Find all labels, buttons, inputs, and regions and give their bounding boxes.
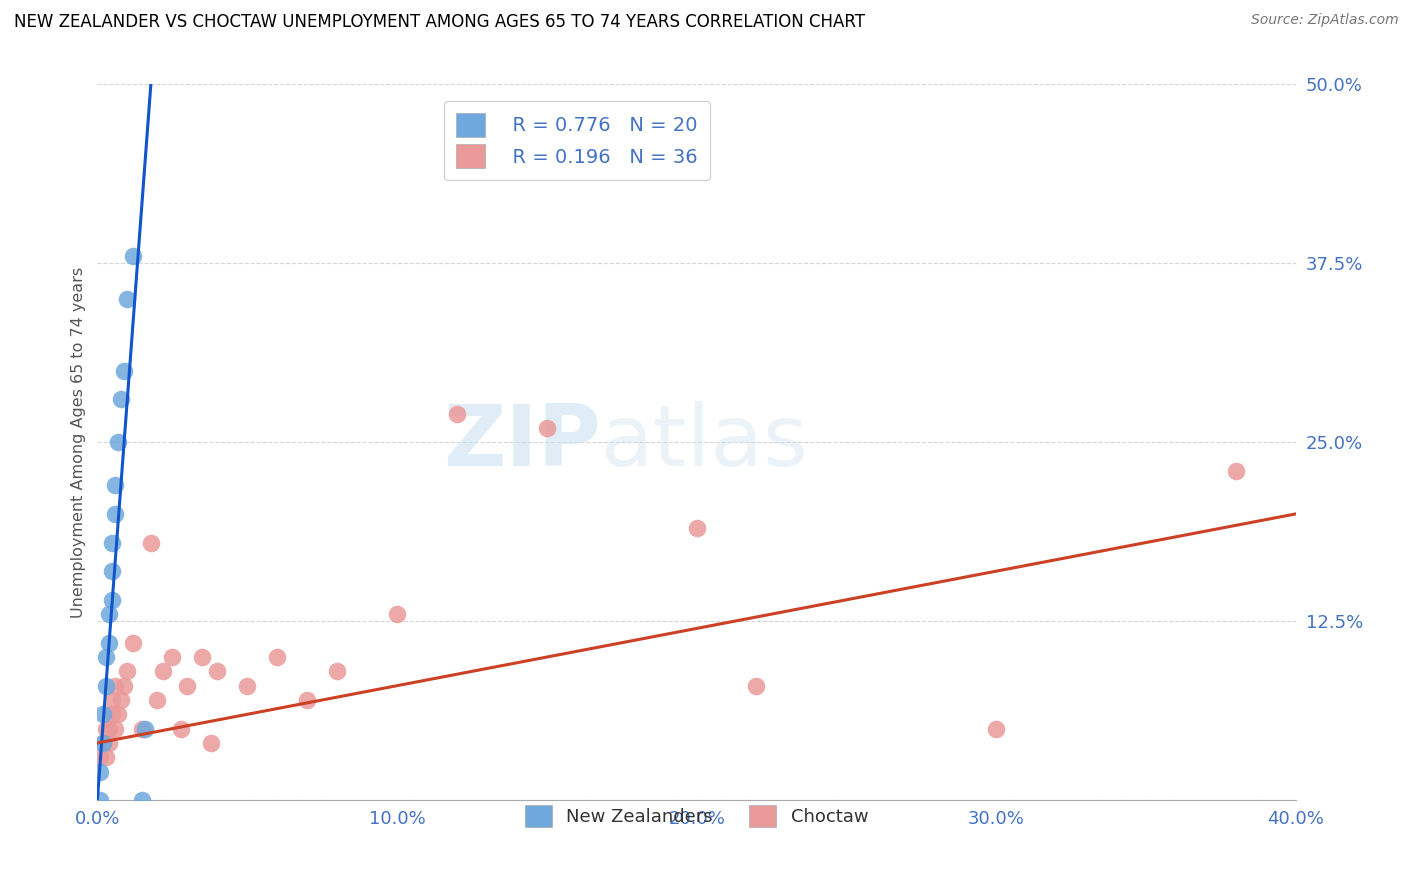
Point (104, 722, 127, 736)
Point (236, 679, 259, 693)
Point (385, 607, 408, 621)
Text: NEW ZEALANDER VS CHOCTAW UNEMPLOYMENT AMONG AGES 65 TO 74 YEARS CORRELATION CHAR: NEW ZEALANDER VS CHOCTAW UNEMPLOYMENT AM… (14, 13, 865, 31)
Text: atlas: atlas (600, 401, 808, 483)
Point (117, 665, 139, 679)
Point (96, 679, 118, 693)
Point (89, 764, 111, 779)
Legend: New Zealanders, Choctaw: New Zealanders, Choctaw (517, 797, 876, 834)
Point (112, 679, 135, 693)
Point (162, 650, 184, 665)
Point (205, 665, 228, 679)
Point (326, 665, 349, 679)
Point (89, 750, 111, 764)
Point (117, 292, 139, 306)
Point (101, 535, 124, 549)
Point (986, 722, 1008, 736)
Point (122, 249, 145, 263)
Point (101, 707, 124, 722)
Y-axis label: Unemployment Among Ages 65 to 74 years: Unemployment Among Ages 65 to 74 years (72, 267, 86, 618)
Point (104, 507, 127, 521)
Point (191, 650, 214, 665)
Point (104, 679, 127, 693)
Point (446, 407, 468, 421)
Point (134, 722, 156, 736)
Point (93, 736, 115, 750)
Point (200, 736, 222, 750)
Point (266, 650, 288, 665)
Point (101, 693, 124, 707)
Point (110, 392, 132, 407)
Point (685, 521, 707, 535)
Point (98, 736, 121, 750)
Point (104, 478, 127, 492)
Point (176, 679, 198, 693)
Point (96, 722, 118, 736)
Point (101, 564, 124, 578)
Point (112, 364, 135, 378)
Point (170, 722, 193, 736)
Point (98, 607, 121, 621)
Point (131, 793, 153, 807)
Point (96, 650, 118, 665)
Point (295, 693, 318, 707)
Point (536, 421, 558, 435)
Point (93, 736, 115, 750)
Point (141, 535, 163, 549)
Text: Source: ZipAtlas.com: Source: ZipAtlas.com (1251, 13, 1399, 28)
Text: ZIP: ZIP (443, 401, 600, 483)
Point (107, 435, 129, 450)
Point (89, 793, 111, 807)
Point (131, 722, 153, 736)
Point (110, 693, 132, 707)
Point (107, 707, 129, 722)
Point (745, 679, 768, 693)
Point (96, 750, 118, 764)
Point (93, 707, 115, 722)
Point (98, 636, 121, 650)
Point (146, 693, 169, 707)
Point (101, 592, 124, 607)
Point (1225, 464, 1247, 478)
Point (98, 722, 121, 736)
Point (122, 636, 145, 650)
Point (152, 665, 174, 679)
